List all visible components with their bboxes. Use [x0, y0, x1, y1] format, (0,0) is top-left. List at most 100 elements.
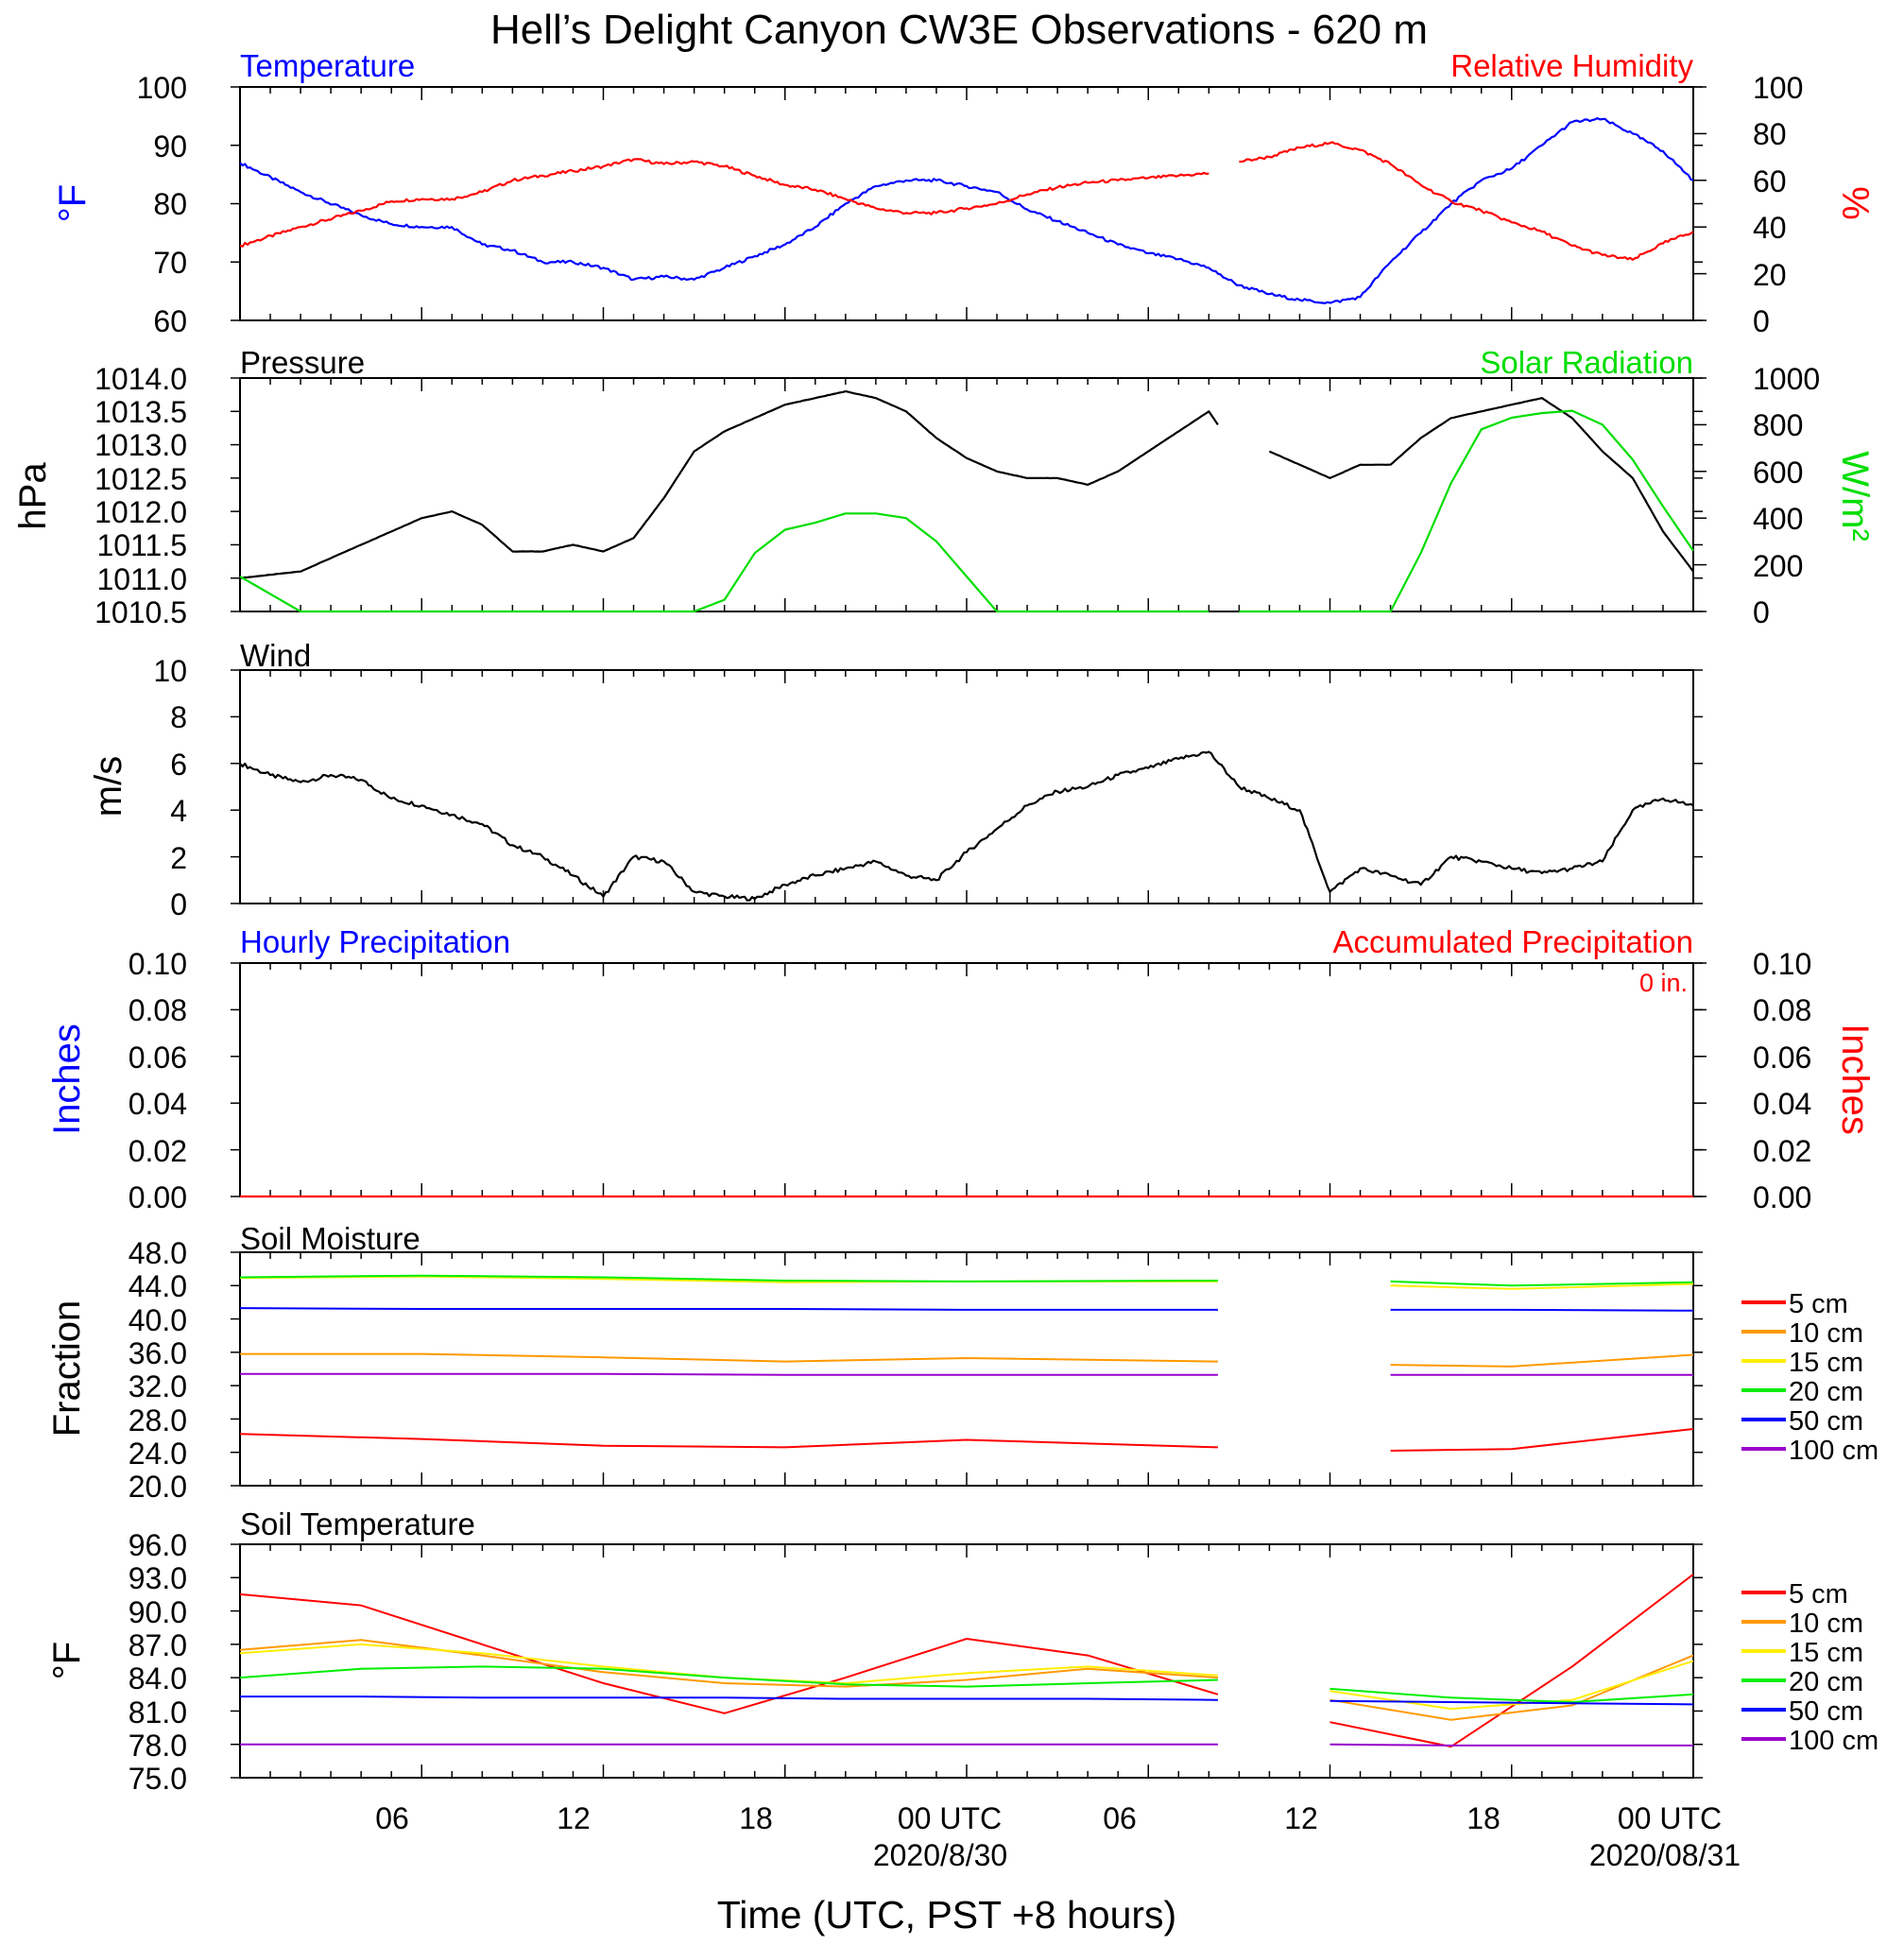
y2-tick-label: 80: [1753, 117, 1787, 151]
precip-plot: [231, 962, 1707, 1198]
y-tick-label: 28.0: [129, 1403, 187, 1437]
x-tick-label: 12: [1284, 1801, 1318, 1835]
panel-soil-temperature: Soil Temperature °F 96.0 93.0 90.0 87.0 …: [46, 1506, 1878, 1796]
soil-temperature-unit: °F: [46, 1642, 88, 1679]
accum-precip-label: Accumulated Precipitation: [1332, 924, 1693, 959]
y-tick-label: 96.0: [129, 1528, 187, 1562]
x-tick-label: 12: [557, 1801, 591, 1835]
series-line-20-cm: [239, 1274, 1694, 1287]
series-line-relative-humidity: [239, 141, 1694, 261]
series-line-solar-radiation: [239, 409, 1694, 613]
legend-label: 20 cm: [1789, 1667, 1863, 1697]
y-tick-label: 20.0: [129, 1470, 187, 1504]
precip-y-ticks: 0.10 0.08 0.06 0.04 0.02 0.00: [129, 947, 187, 1214]
series-line-temperature: [239, 117, 1694, 304]
y2-tick-label: 400: [1753, 502, 1803, 536]
y-tick-label: 6: [170, 748, 187, 782]
y-tick-label: 0.06: [129, 1041, 187, 1075]
solar-label: Solar Radiation: [1480, 345, 1693, 380]
y-tick-label: 78.0: [129, 1729, 187, 1763]
y2-tick-label: 0: [1753, 595, 1770, 629]
y-tick-label: 90: [153, 129, 187, 164]
legend-label: 5 cm: [1789, 1289, 1848, 1319]
y2-tick-label: 0.06: [1753, 1041, 1811, 1075]
y-tick-label: 0.08: [129, 993, 187, 1027]
y-tick-label: 24.0: [129, 1437, 187, 1471]
accum-precip-unit: Inches: [1834, 1024, 1876, 1135]
series-line-5-cm: [239, 1574, 1694, 1748]
y-tick-label: 48.0: [129, 1236, 187, 1270]
legend-label: 10 cm: [1789, 1318, 1863, 1349]
pressure-unit: hPa: [12, 462, 54, 530]
x-tick-label: 18: [1467, 1801, 1501, 1835]
soil-moisture-plot: [231, 1251, 1703, 1487]
y2-tick-label: 0.04: [1753, 1087, 1811, 1121]
soil-moisture-unit: Fraction: [46, 1300, 88, 1437]
y-tick-label: 40.0: [129, 1303, 187, 1337]
y-tick-label: 90.0: [129, 1595, 187, 1629]
y-tick-label: 100: [137, 71, 187, 105]
y-tick-label: 75.0: [129, 1762, 187, 1796]
legend-label: 50 cm: [1789, 1696, 1863, 1727]
series-line-20-cm: [239, 1665, 1694, 1703]
panel-precipitation: Hourly Precipitation Accumulated Precipi…: [46, 924, 1876, 1214]
legend-label: 15 cm: [1789, 1638, 1863, 1668]
y2-tick-label: 1000: [1753, 362, 1820, 396]
y-tick-label: 2: [170, 841, 187, 875]
temperature-y-ticks: 100 90 80 70 60: [137, 71, 187, 338]
x-tick-label: 18: [739, 1801, 773, 1835]
pressure-y-ticks: 1014.0 1013.5 1013.0 1012.5 1012.0 1011.…: [94, 362, 187, 629]
panel-wind: Wind m/s 10 8 6 4 2 0: [88, 638, 1703, 921]
series-line-50-cm: [240, 1695, 1694, 1706]
soil-temperature-plot: [231, 1543, 1703, 1779]
y-tick-label: 0.04: [129, 1087, 187, 1121]
hourly-precip-label: Hourly Precipitation: [240, 924, 510, 959]
y-tick-label: 84.0: [129, 1661, 187, 1695]
temperature-humidity-plot: [231, 86, 1707, 321]
soil-temperature-legend: 5 cm 10 cm 15 cm 20 cm 50 cm 100 cm: [1741, 1579, 1878, 1756]
x-tick-label: 06: [375, 1801, 409, 1835]
y2-tick-label: 40: [1753, 211, 1787, 245]
y-tick-label: 1012.0: [94, 495, 187, 529]
series-line-100-cm: [240, 1372, 1693, 1376]
y-tick-label: 4: [170, 794, 187, 828]
y-tick-label: 1010.5: [94, 595, 187, 629]
series-line-10-cm: [240, 1352, 1694, 1368]
soil-moisture-y-ticks: 48.0 44.0 40.0 36.0 32.0 28.0 24.0 20.0: [129, 1236, 187, 1504]
y-tick-label: 32.0: [129, 1369, 187, 1403]
y2-tick-label: 0.08: [1753, 993, 1811, 1027]
legend-label: 5 cm: [1789, 1579, 1848, 1609]
humidity-y-ticks: 100 80 60 40 20 0: [1753, 71, 1803, 338]
figure-title: Hell’s Delight Canyon CW3E Observations …: [490, 7, 1428, 53]
y2-tick-label: 0.10: [1753, 947, 1811, 981]
y-tick-label: 0.10: [129, 947, 187, 981]
x-date-label: 2020/8/30: [873, 1838, 1007, 1872]
y-tick-label: 93.0: [129, 1561, 187, 1595]
wind-y-ticks: 10 8 6 4 2 0: [153, 654, 187, 921]
soil-temperature-label: Soil Temperature: [240, 1506, 475, 1541]
pressure-solar-plot: [231, 377, 1707, 613]
y-tick-label: 1011.0: [97, 562, 188, 596]
y-tick-label: 1013.5: [94, 395, 187, 429]
wind-unit: m/s: [88, 756, 129, 817]
wind-label: Wind: [240, 638, 311, 673]
y2-tick-label: 600: [1753, 456, 1803, 490]
series-line-5-cm: [239, 1428, 1694, 1452]
soil-moisture-legend: 5 cm 10 cm 15 cm 20 cm 50 cm 100 cm: [1741, 1289, 1878, 1466]
legend-label: 100 cm: [1789, 1726, 1878, 1756]
humidity-label: Relative Humidity: [1450, 48, 1693, 83]
y-tick-label: 81.0: [129, 1695, 187, 1730]
series-line-100-cm: [240, 1743, 1693, 1747]
accum-precip-total: 0 in.: [1639, 969, 1688, 997]
panel-pressure-solar: Pressure Solar Radiation hPa W/m² 1014.0…: [12, 345, 1876, 629]
y-tick-label: 80: [153, 187, 187, 221]
y-tick-label: 0.02: [129, 1134, 187, 1168]
temperature-label: Temperature: [240, 48, 415, 83]
solar-y-ticks: 1000 800 600 400 200 0: [1753, 362, 1820, 629]
y-tick-label: 87.0: [129, 1628, 187, 1662]
y-tick-label: 1011.5: [97, 528, 188, 562]
hourly-precip-unit: Inches: [46, 1024, 88, 1135]
y2-tick-label: 0.00: [1753, 1180, 1811, 1214]
panel-temperature-humidity: Temperature Relative Humidity °F % 100 9…: [52, 48, 1876, 338]
